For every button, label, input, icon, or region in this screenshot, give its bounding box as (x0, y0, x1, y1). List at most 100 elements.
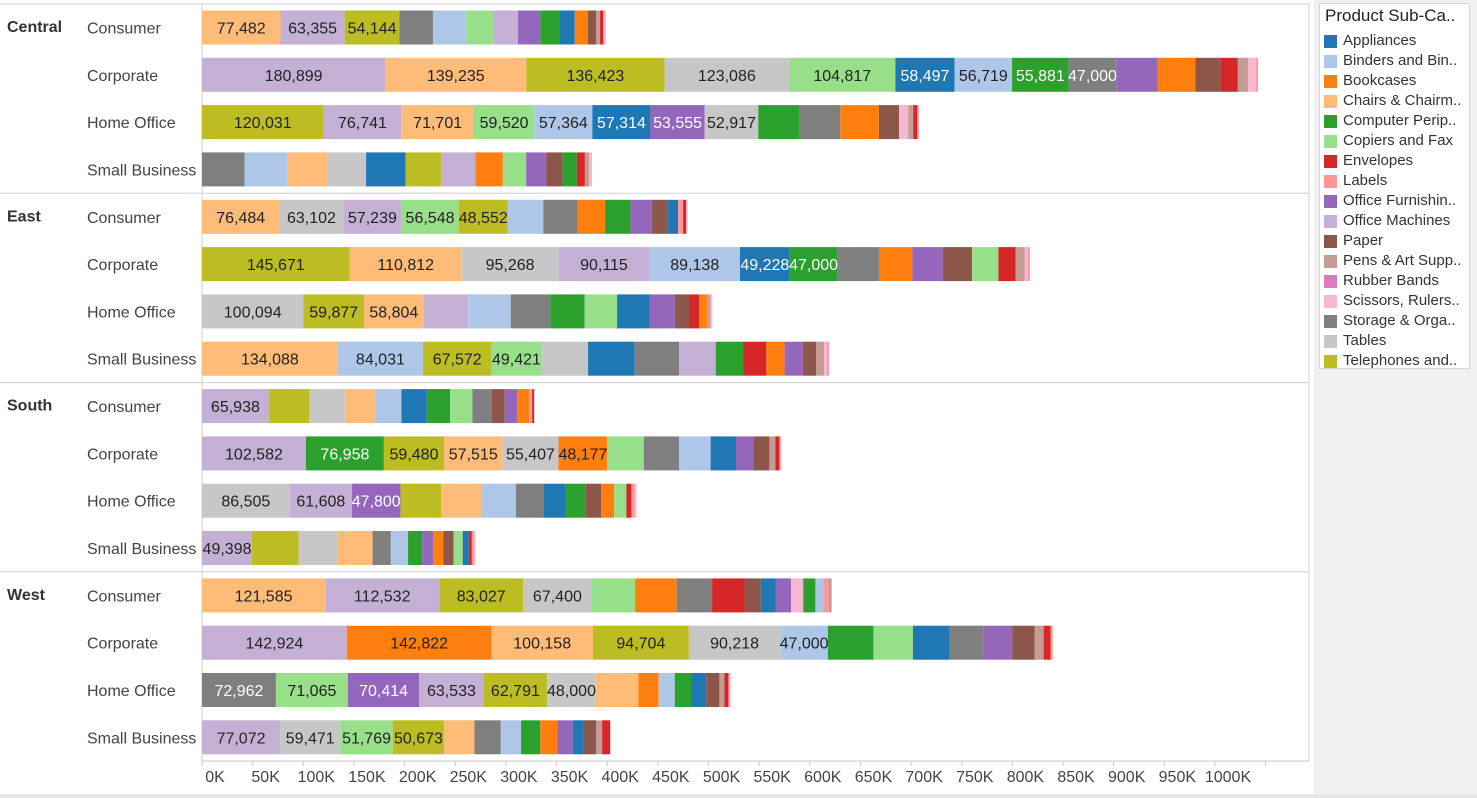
bar-tables (664, 57, 790, 92)
data-label: 63,355 (288, 21, 337, 38)
bar-storage-orga (543, 199, 578, 234)
bar-paper (1195, 57, 1221, 92)
legend-swatch (1324, 195, 1337, 208)
bar-appliances (760, 578, 776, 613)
legend-label: Labels (1343, 172, 1388, 189)
data-label: 52,917 (707, 115, 756, 132)
bar-appliances (572, 720, 584, 755)
data-label: 59,480 (390, 446, 439, 463)
data-label: 65,938 (211, 399, 260, 416)
bar-envelopes (913, 105, 918, 140)
bar-binders-and-bin (507, 199, 544, 234)
bar-office-machines (202, 625, 347, 660)
legend-label: Storage & Orga.. (1343, 312, 1456, 329)
bar-binders-and-bin (649, 247, 740, 282)
bar-computer-perip (674, 673, 692, 707)
data-label: 121,585 (235, 588, 293, 605)
legend[interactable]: Product Sub-Ca.. Appliances Binders and B… (1319, 3, 1470, 369)
bar-office-machines (202, 436, 306, 471)
legend-swatch (1324, 355, 1337, 368)
bar-telephones-and (400, 483, 441, 518)
data-label: 53,555 (653, 115, 702, 132)
bar-office-furnishin (526, 152, 547, 187)
legend-item-pens-art-supp[interactable]: Pens & Art Supp.. (1324, 251, 1469, 271)
legend-item-chairs-chairm[interactable]: Chairs & Chairm.. (1324, 91, 1469, 111)
bar-binders-and-bin (244, 152, 288, 187)
segment-label: Consumer (87, 21, 161, 38)
legend-item-bookcases[interactable]: Bookcases (1324, 71, 1469, 91)
legend-item-tables[interactable]: Tables (1324, 331, 1469, 351)
legend-item-copiers-and-fax[interactable]: Copiers and Fax (1324, 131, 1469, 151)
legend-item-appliances[interactable]: Appliances (1324, 31, 1469, 51)
region-label-central: Central (7, 19, 62, 36)
data-label: 100,094 (224, 304, 282, 321)
bar-storage-orga (202, 152, 245, 187)
data-label: 142,822 (390, 636, 448, 653)
region-label-south: South (7, 398, 52, 415)
legend-label: Copiers and Fax (1343, 132, 1454, 149)
bar-tables (279, 199, 344, 234)
legend-item-telephones-and[interactable]: Telephones and.. (1324, 351, 1469, 368)
legend-swatch (1324, 35, 1337, 48)
data-label: 59,877 (309, 304, 358, 321)
legend-item-scissors-rulers[interactable]: Scissors, Rulers.. (1324, 291, 1469, 311)
data-label: 76,741 (338, 115, 387, 132)
bar-storage-orga (634, 341, 680, 376)
chart-canvas: Central Consumer 77,482 63,355 54,144 Corpora… (0, 3, 1310, 786)
bar-office-furnishin (983, 625, 1013, 660)
legend-swatch (1324, 335, 1337, 348)
legend-swatch (1324, 215, 1337, 228)
data-label: 76,484 (216, 210, 265, 227)
bar-pens-art-supp (1034, 625, 1044, 660)
bar-envelopes (626, 483, 632, 518)
bar-storage-orga (515, 483, 544, 518)
data-label: 77,072 (217, 730, 266, 747)
bar-envelopes (600, 10, 604, 45)
legend-item-storage-orga[interactable]: Storage & Orga.. (1324, 311, 1469, 331)
data-label: 57,364 (539, 115, 588, 132)
data-label: 104,817 (813, 68, 871, 85)
bar-appliances (691, 673, 707, 707)
data-label: 112,532 (354, 588, 411, 605)
bar-copiers-and-fax (607, 436, 644, 471)
bar-tables (502, 436, 559, 471)
bar-telephones-and (268, 389, 310, 424)
bar-appliances (895, 57, 955, 92)
data-label: 76,958 (320, 446, 369, 463)
legend-item-rubber-bands[interactable]: Rubber Bands (1324, 271, 1469, 291)
legend-item-computer-perip[interactable]: Computer Perip.. (1324, 111, 1469, 131)
bar-office-machines (202, 531, 253, 565)
bar-envelopes (724, 673, 729, 707)
data-label: 55,881 (1016, 68, 1065, 85)
bar-pens-art-supp (1237, 57, 1248, 92)
bar-office-furnishin (1116, 57, 1158, 92)
bar-copiers-and-fax (591, 578, 636, 613)
legend-item-labels[interactable]: Labels (1324, 171, 1469, 191)
legend-item-office-furnishin[interactable]: Office Furnishin.. (1324, 191, 1469, 211)
legend-item-paper[interactable]: Paper (1324, 231, 1469, 251)
bar-paper (744, 578, 761, 613)
x-tick-label: 650K (855, 769, 893, 786)
data-label: 58,804 (369, 304, 418, 321)
data-label: 83,027 (457, 588, 506, 605)
bar-tables (523, 578, 592, 613)
legend-item-envelopes[interactable]: Envelopes (1324, 151, 1469, 171)
bar-paper (942, 247, 973, 282)
legend-item-office-machines[interactable]: Office Machines (1324, 211, 1469, 231)
bar-binders-and-bin (432, 10, 467, 45)
bar-scissors-rulers (779, 436, 782, 471)
bar-computer-perip (715, 341, 744, 376)
bar-envelopes (712, 578, 745, 613)
bar-appliances (401, 389, 427, 424)
data-label: 48,552 (459, 210, 508, 227)
bar-chairs-chairm (401, 105, 474, 140)
x-tick-label: 50K (251, 769, 280, 786)
legend-label: Pens & Art Supp.. (1343, 252, 1462, 269)
bar-office-machines (679, 341, 716, 376)
data-label: 90,218 (710, 636, 759, 653)
bar-bookcases (699, 294, 708, 329)
legend-item-binders-and-bin[interactable]: Binders and Bin.. (1324, 51, 1469, 71)
bar-office-machines (419, 673, 484, 707)
bar-pens-art-supp (828, 578, 832, 613)
bar-office-furnishin (504, 389, 517, 424)
